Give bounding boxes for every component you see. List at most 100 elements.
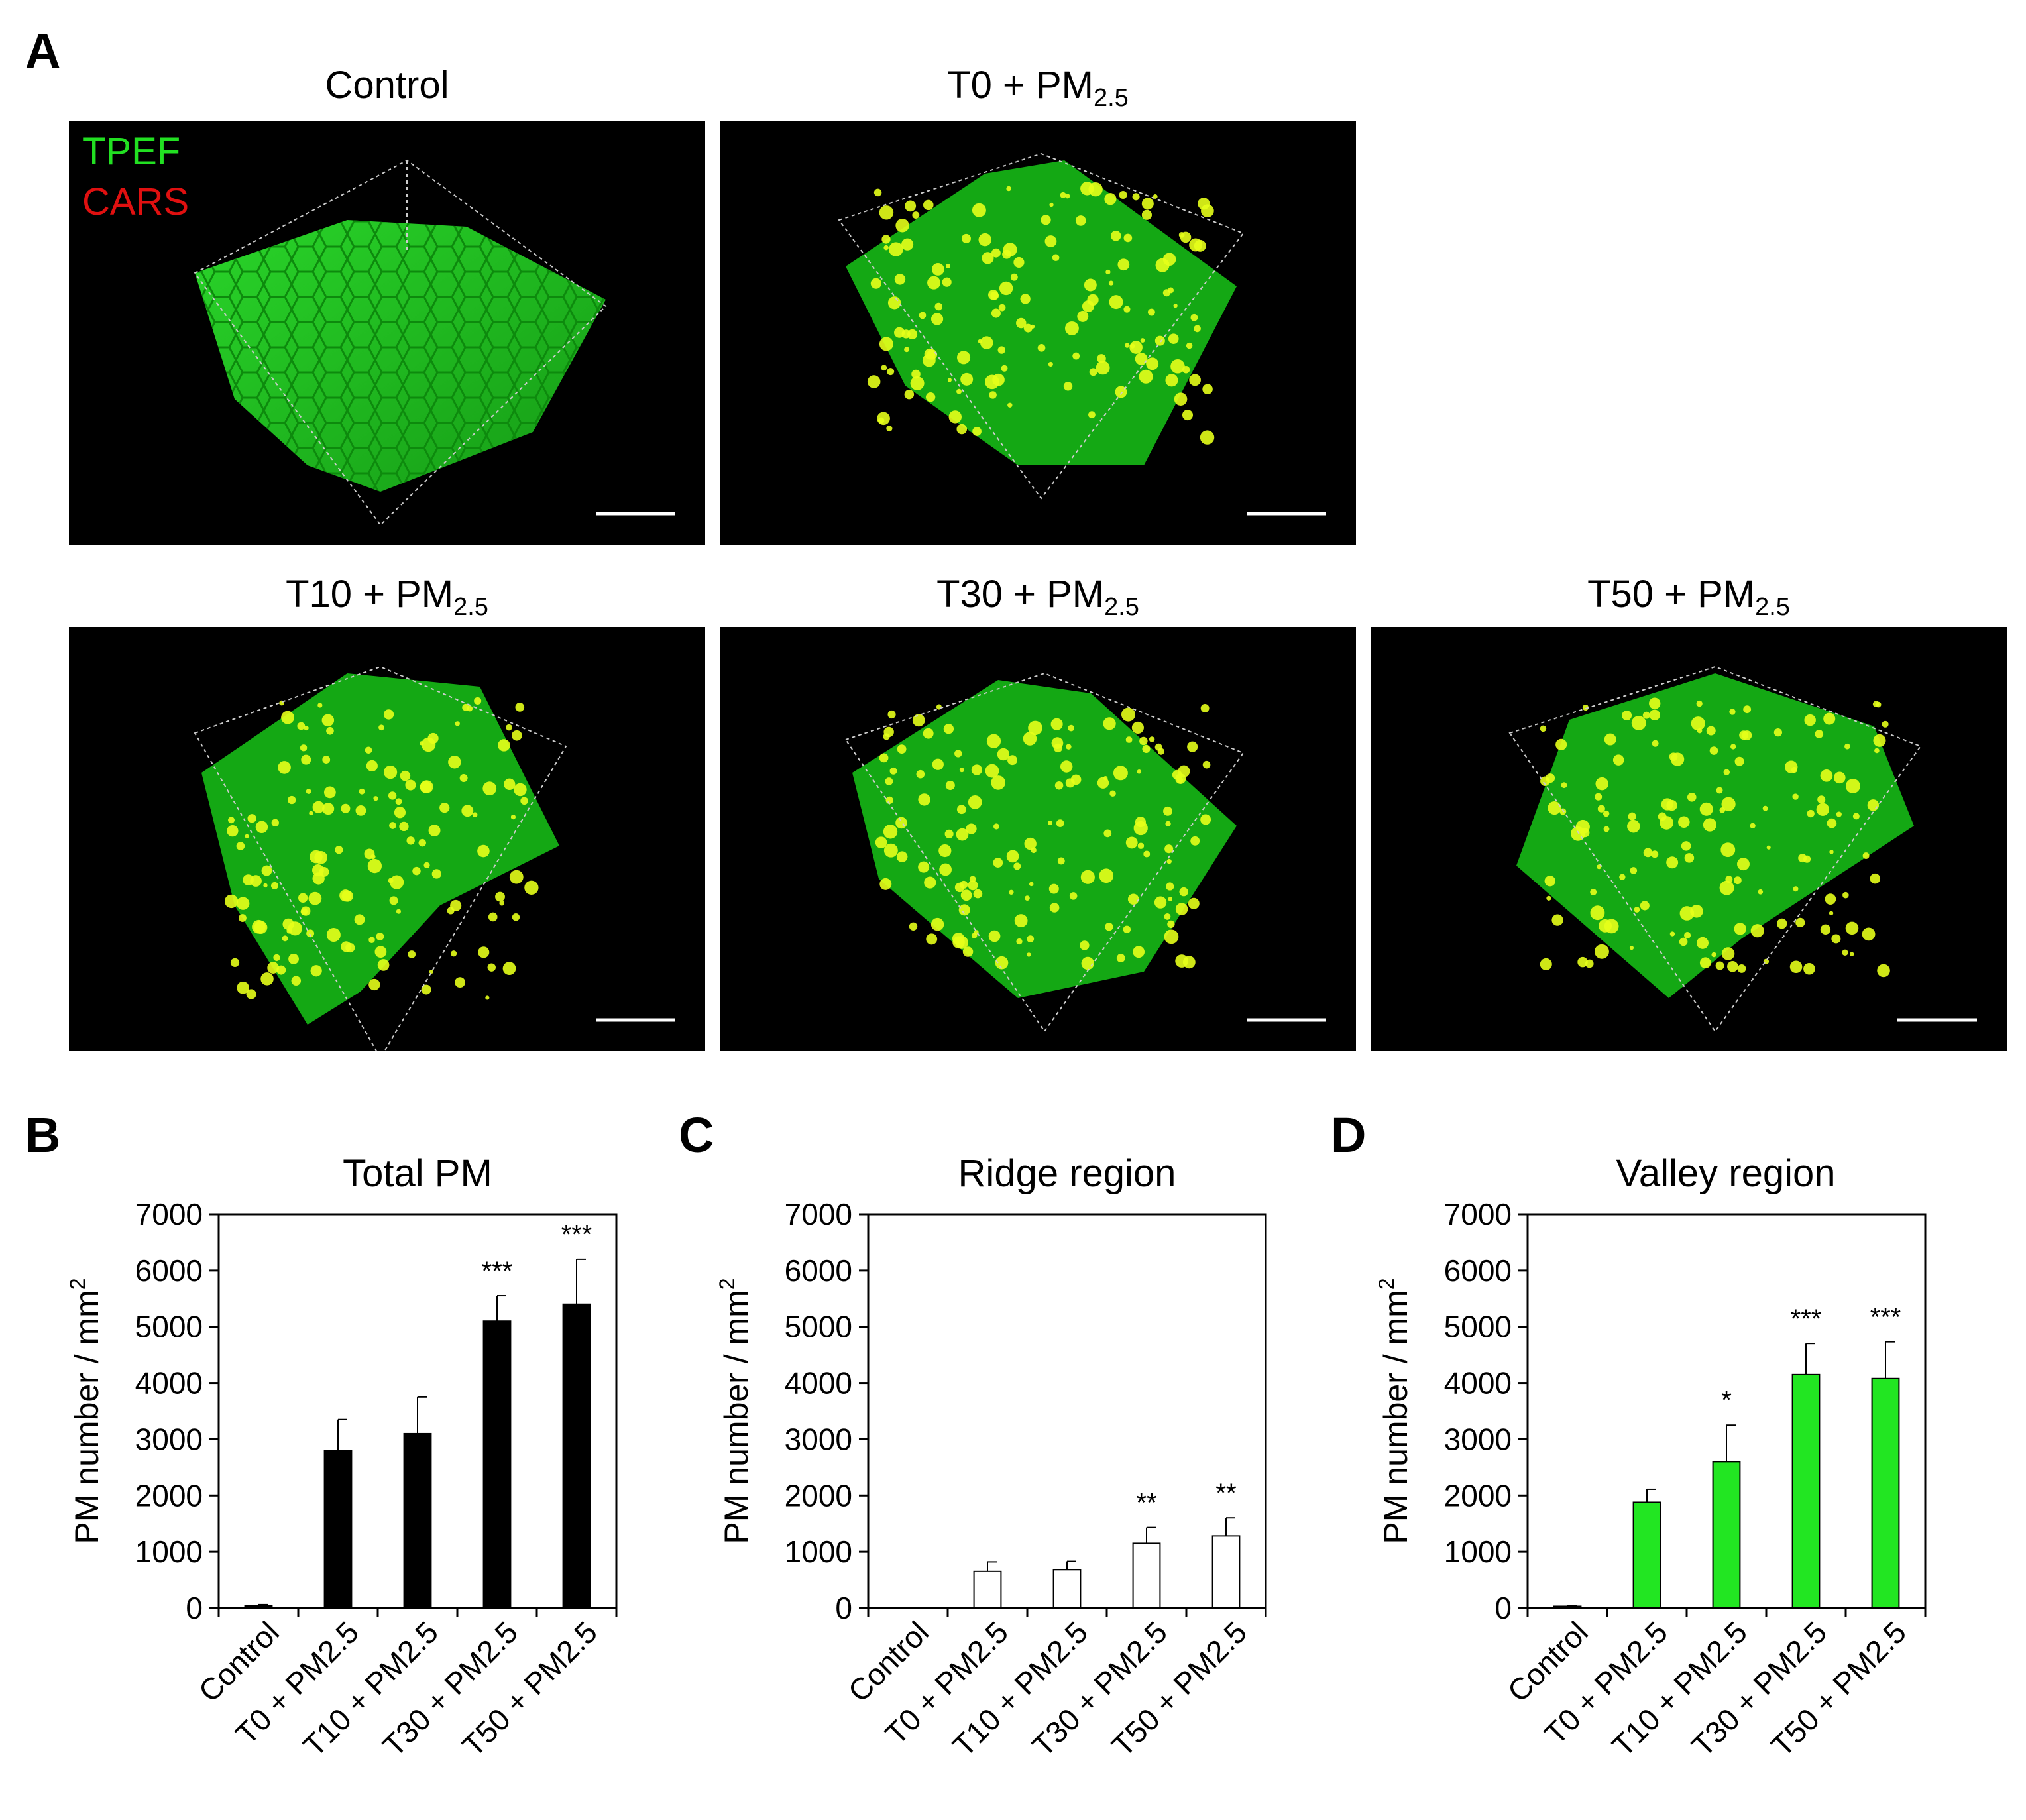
bounding-box	[1508, 665, 1922, 1033]
pm-particle	[1165, 821, 1171, 826]
pm-particle	[1836, 811, 1842, 817]
pm-particle	[341, 803, 351, 813]
y-tick-label: 4000	[785, 1366, 852, 1400]
panel-c-letter: C	[679, 1108, 714, 1163]
pm-particle	[916, 769, 925, 779]
pm-particle	[1831, 934, 1841, 944]
bar	[1553, 1605, 1582, 1609]
pm-particle	[934, 302, 943, 311]
pm-particle	[1162, 289, 1170, 297]
pm-particle	[1627, 819, 1640, 833]
pm-particle	[1194, 325, 1201, 333]
pm-particle	[905, 200, 917, 212]
pm-particle	[1174, 392, 1188, 406]
pm-particle	[260, 972, 274, 986]
y-tick-label: 1000	[1444, 1534, 1512, 1569]
pm-particle	[1603, 810, 1610, 817]
pm-particle	[1696, 700, 1703, 707]
pm-particle	[321, 714, 335, 727]
pm-particle	[423, 862, 430, 868]
pm-particle	[1849, 952, 1854, 956]
pm-particle	[1798, 854, 1807, 863]
pm-particle	[1097, 354, 1106, 363]
pm-particle	[1825, 893, 1836, 905]
pm-particle	[335, 846, 343, 854]
significance-label: ***	[482, 1257, 513, 1286]
pm-particles	[875, 703, 1211, 970]
pm-particle	[306, 929, 315, 938]
pm-particle	[1068, 724, 1075, 732]
pm-particle	[1766, 845, 1771, 850]
y-axis-label: PM number / mm2	[715, 1278, 755, 1544]
pm-particle	[368, 937, 375, 944]
pm-particle	[1551, 914, 1563, 926]
pm-particle	[956, 388, 962, 394]
pm-particle	[439, 803, 450, 813]
y-tick-label: 0	[186, 1591, 203, 1625]
pm-particle	[1200, 703, 1210, 712]
pm-particle	[282, 935, 288, 942]
pm-particle	[1597, 805, 1605, 813]
pm-particle	[1049, 903, 1060, 913]
pm-particle	[1069, 892, 1078, 900]
pm-particle	[972, 203, 986, 217]
pm-particle	[1044, 235, 1057, 247]
pm-particle	[1123, 233, 1133, 243]
pm-particle	[1113, 766, 1128, 781]
pm-particle	[985, 374, 999, 390]
pm-particle	[961, 233, 971, 243]
pm-particle	[314, 850, 328, 864]
pm-particle	[1640, 901, 1650, 911]
tissue-shape	[201, 673, 559, 1025]
pm-particle	[1109, 790, 1116, 797]
bounding-box	[844, 672, 1245, 1033]
pm-particle	[925, 392, 936, 402]
pm-particle	[1795, 917, 1805, 927]
pm-particle	[867, 375, 881, 388]
pm-particle	[1154, 335, 1165, 346]
pm-particle	[1051, 737, 1064, 749]
pm-particle	[514, 783, 527, 797]
pm-particle	[1734, 923, 1746, 935]
pm-particle	[421, 984, 431, 995]
image-title-control: Control	[69, 66, 705, 111]
pm-particle	[1669, 931, 1675, 937]
pm-particle	[1147, 308, 1155, 316]
image-title-t10: T10 + PM2.5	[69, 575, 705, 620]
pm-particle	[1081, 956, 1094, 970]
pm-particle	[370, 854, 376, 860]
bar	[323, 1450, 353, 1609]
pm-particle	[1050, 718, 1063, 730]
image-title-text: T30 + PM	[936, 573, 1105, 616]
pm-particle	[1723, 769, 1730, 775]
pm-particle	[1054, 781, 1064, 790]
image-title-t50: T50 + PM2.5	[1371, 575, 2007, 620]
pm-particle	[1099, 868, 1114, 883]
pm-particle	[1544, 876, 1555, 887]
pm-particle	[455, 977, 466, 988]
pm-particle	[971, 764, 982, 775]
pm-particle	[1088, 182, 1103, 197]
pm-particle	[288, 921, 302, 936]
pm-particle	[1157, 748, 1165, 755]
image-title-t0: T0 + PM2.5	[720, 66, 1356, 111]
significance-label: **	[1215, 1479, 1236, 1508]
pm-particle	[1041, 215, 1051, 225]
pm-particle	[1089, 368, 1097, 376]
pm-particle	[323, 786, 336, 799]
bar	[1132, 1542, 1161, 1609]
micro-render-t30	[844, 672, 1326, 1033]
pm-particle	[1175, 903, 1188, 915]
pm-particle	[991, 775, 1006, 790]
pm-particle	[873, 188, 882, 197]
pm-particle	[1603, 826, 1610, 832]
pm-particle	[1010, 273, 1018, 281]
pm-particle	[1080, 870, 1095, 884]
pm-particle	[1716, 787, 1723, 794]
pm-particle	[1103, 829, 1112, 838]
pm-particles	[224, 697, 539, 1000]
pm-particle	[1064, 321, 1079, 335]
pm-particle	[930, 917, 944, 931]
pm-particle	[421, 737, 436, 752]
